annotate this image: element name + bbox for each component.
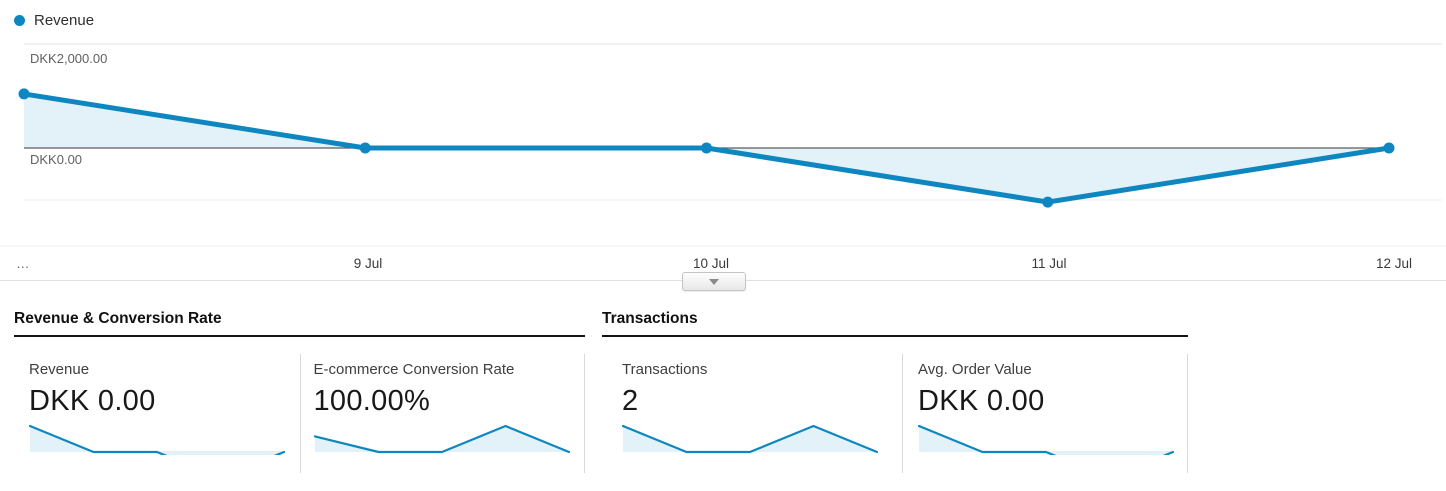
- section-transactions: Transactions Transactions 2 Avg. Order V…: [602, 310, 1188, 473]
- x-tick-ellipsis: …: [16, 256, 30, 271]
- metric-value: DKK 0.00: [918, 385, 1045, 417]
- x-tick-11jul: 11 Jul: [1031, 256, 1067, 271]
- sparkline-transactions: [622, 424, 878, 454]
- section-title: Revenue & Conversion Rate: [14, 310, 585, 337]
- y-axis-label-2000: DKK2,000.00: [30, 51, 108, 66]
- sparkline-ecommerce-conversion-rate: [313, 424, 570, 454]
- chevron-down-icon: [709, 278, 719, 285]
- metric-label: Avg. Order Value: [918, 361, 1032, 378]
- metric-label: E-commerce Conversion Rate: [313, 361, 515, 378]
- sparkline-revenue: [29, 424, 285, 455]
- x-axis: … 9 Jul 10 Jul 11 Jul 12 Jul: [0, 256, 1446, 276]
- section-revenue-conversion-rate: Revenue & Conversion Rate Revenue DKK 0.…: [14, 310, 585, 473]
- metric-label: Transactions: [622, 361, 708, 378]
- cards-row: Revenue DKK 0.00 E-commerce Conversion R…: [14, 354, 585, 473]
- cards-row: Transactions 2 Avg. Order Value DKK 0.00: [602, 354, 1188, 473]
- x-tick-12jul: 12 Jul: [1375, 256, 1412, 271]
- metric-value: 2: [622, 385, 639, 417]
- section-title: Transactions: [602, 310, 1188, 337]
- metric-value: DKK 0.00: [29, 385, 156, 417]
- metric-card-transactions: Transactions 2: [602, 354, 902, 473]
- revenue-line-chart[interactable]: [0, 0, 1446, 252]
- circle-dot-icon: [14, 15, 25, 26]
- expand-axis-button[interactable]: [682, 272, 746, 291]
- metric-label: Revenue: [29, 361, 90, 378]
- x-tick-9jul: 9 Jul: [353, 256, 383, 271]
- legend-label: Revenue: [34, 12, 95, 29]
- y-axis-label-0: DKK0.00: [30, 152, 83, 167]
- metric-card-ecommerce-conversion-rate: E-commerce Conversion Rate 100.00%: [299, 354, 585, 473]
- sparkline-avg-order-value: [918, 424, 1174, 455]
- metric-card-revenue: Revenue DKK 0.00: [14, 354, 300, 473]
- metric-value: 100.00%: [313, 385, 431, 417]
- chart-legend: Revenue: [14, 12, 94, 29]
- metric-card-avg-order-value: Avg. Order Value DKK 0.00: [902, 354, 1187, 473]
- x-tick-10jul: 10 Jul: [692, 256, 730, 271]
